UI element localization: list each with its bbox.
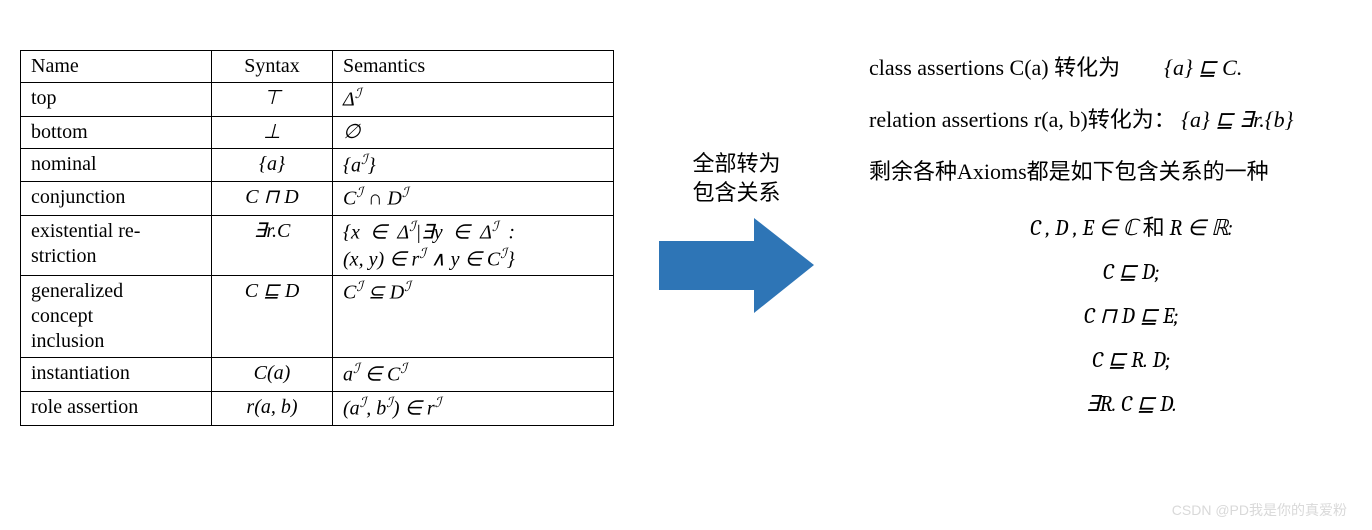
cell-name: existential re-striction bbox=[21, 215, 212, 275]
cell-sem: (aℐ, bℐ) ∈ rℐ bbox=[333, 391, 614, 425]
cell-syntax: {a} bbox=[212, 148, 333, 182]
line1-prefix: class assertions C(a) 转化为 bbox=[869, 55, 1120, 80]
cell-name: nominal bbox=[21, 148, 212, 182]
axiom-line: C , D , E ∈ ℂ 和 R ∈ ℝ: bbox=[969, 206, 1293, 250]
cell-syntax: C ⊑ D bbox=[212, 276, 333, 358]
axiom-line: ∃R. C ⊑ D. bbox=[969, 382, 1293, 426]
th-syntax: Syntax bbox=[212, 51, 333, 83]
cell-name: role assertion bbox=[21, 391, 212, 425]
axiom-line: C ⊑ R. D; bbox=[969, 338, 1293, 382]
cell-syntax: C(a) bbox=[212, 358, 333, 392]
cell-sem: {x ∈ Δℐ|∃y ∈ Δℐ :(x, y) ∈ rℐ ∧ y ∈ Cℐ} bbox=[333, 215, 614, 275]
cell-name: instantiation bbox=[21, 358, 212, 392]
cell-sem: Δℐ bbox=[333, 83, 614, 117]
cell-name: generalizedconceptinclusion bbox=[21, 276, 212, 358]
cell-syntax: C ⊓ D bbox=[212, 182, 333, 216]
arrow-label-1: 全部转为 bbox=[692, 151, 780, 176]
table-row: role assertion r(a, b) (aℐ, bℐ) ∈ rℐ bbox=[21, 391, 614, 425]
cell-name: conjunction bbox=[21, 182, 212, 216]
cell-syntax: ∃r.C bbox=[212, 215, 333, 275]
cell-syntax: ⊤ bbox=[212, 83, 333, 117]
line1-math: {a} ⊑ C. bbox=[1164, 55, 1242, 80]
cell-sem: Cℐ ⊆ Dℐ bbox=[333, 276, 614, 358]
right-text: class assertions C(a) 转化为 {a} ⊑ C. relat… bbox=[869, 50, 1293, 426]
axioms-intro: 剩余各种Axioms都是如下包含关系的一种 bbox=[869, 154, 1293, 186]
cell-name: top bbox=[21, 83, 212, 117]
arrow-icon bbox=[654, 213, 819, 318]
cell-sem: ∅ bbox=[333, 116, 614, 148]
cell-syntax: ⊥ bbox=[212, 116, 333, 148]
cell-sem: Cℐ ∩ Dℐ bbox=[333, 182, 614, 216]
axiom-list: C , D , E ∈ ℂ 和 R ∈ ℝ: C ⊑ D; C ⊓ D ⊑ E;… bbox=[969, 206, 1293, 426]
cell-sem: {aℐ} bbox=[333, 148, 614, 182]
table-row: bottom ⊥ ∅ bbox=[21, 116, 614, 148]
table-row: existential re-striction ∃r.C {x ∈ Δℐ|∃y… bbox=[21, 215, 614, 275]
cell-name: bottom bbox=[21, 116, 212, 148]
th-name: Name bbox=[21, 51, 212, 83]
arrow-label: 全部转为 包含关系 bbox=[692, 150, 780, 207]
cell-syntax: r(a, b) bbox=[212, 391, 333, 425]
table-row: top ⊤ Δℐ bbox=[21, 83, 614, 117]
watermark: CSDN @PD我是你的真爱粉 bbox=[1172, 500, 1347, 520]
axiom-line: C ⊓ D ⊑ E; bbox=[969, 294, 1293, 338]
line2-math: {a} ⊑ ∃r.{b} bbox=[1181, 107, 1293, 132]
table-row: conjunction C ⊓ D Cℐ ∩ Dℐ bbox=[21, 182, 614, 216]
arrow-label-2: 包含关系 bbox=[692, 180, 780, 205]
axiom-line: C ⊑ D; bbox=[969, 250, 1293, 294]
arrow-region: 全部转为 包含关系 bbox=[654, 150, 819, 318]
class-assertion-line: class assertions C(a) 转化为 {a} ⊑ C. bbox=[869, 50, 1293, 82]
table-row: nominal {a} {aℐ} bbox=[21, 148, 614, 182]
th-semantics: Semantics bbox=[333, 51, 614, 83]
table-row: generalizedconceptinclusion C ⊑ D Cℐ ⊆ D… bbox=[21, 276, 614, 358]
syntax-semantics-table: Name Syntax Semantics top ⊤ Δℐ bottom ⊥ … bbox=[20, 50, 614, 426]
line2-prefix: relation assertions r(a, b)转化为： bbox=[869, 107, 1176, 132]
cell-sem: aℐ ∈ Cℐ bbox=[333, 358, 614, 392]
table-row: instantiation C(a) aℐ ∈ Cℐ bbox=[21, 358, 614, 392]
relation-assertion-line: relation assertions r(a, b)转化为： {a} ⊑ ∃r… bbox=[869, 102, 1293, 134]
